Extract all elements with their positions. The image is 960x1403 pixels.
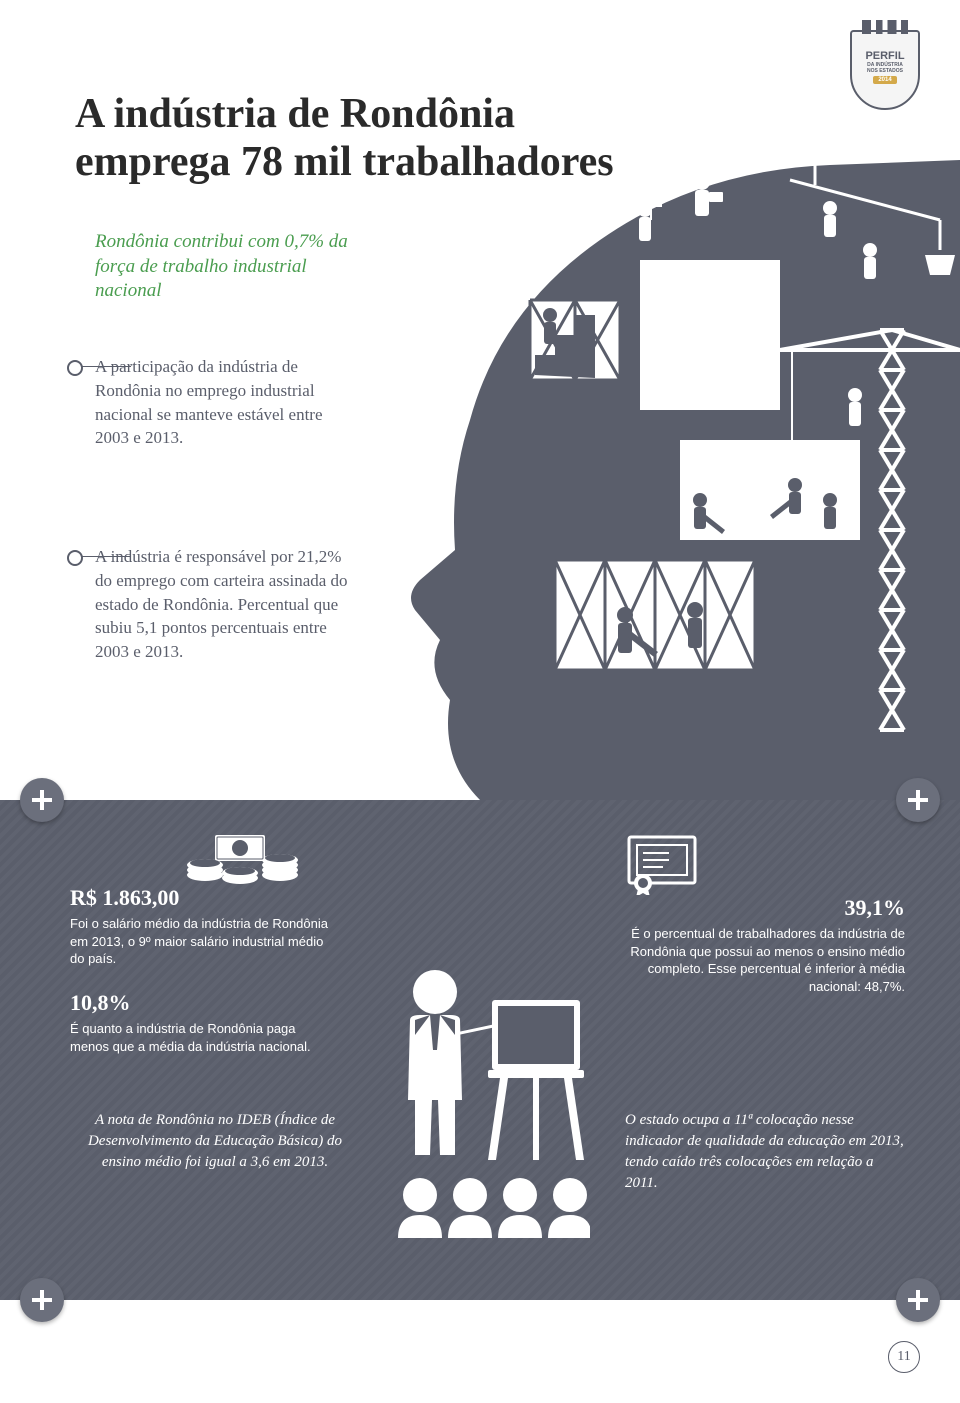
infographic-page: PERFIL DA INDÚSTRIA NOS ESTADOS 2014 A i… xyxy=(0,0,960,1403)
salary-desc: Foi o salário médio da indústria de Rond… xyxy=(70,915,330,968)
head-construction-icon xyxy=(400,160,960,800)
below-avg-stat: 10,8% É quanto a indústria de Rondônia p… xyxy=(70,990,330,1055)
ideb-note: A nota de Rondônia no IDEB (Índice de De… xyxy=(70,1110,360,1173)
subtitle: Rondônia contribui com 0,7% da força de … xyxy=(95,230,355,304)
education-stat: 39,1% É o percentual de trabalhadores da… xyxy=(625,895,905,995)
brand-badge: PERFIL DA INDÚSTRIA NOS ESTADOS 2014 xyxy=(850,30,920,110)
ranking-note: O estado ocupa a 11ª colocação nesse ind… xyxy=(625,1110,905,1194)
below-avg-desc: É quanto a indústria de Rondônia paga me… xyxy=(70,1020,330,1055)
para-participation: A participação da indústria de Rondônia … xyxy=(95,355,355,450)
skyline-icon xyxy=(862,20,908,34)
education-desc: É o percentual de trabalhadores da indús… xyxy=(625,925,905,995)
education-value: 39,1% xyxy=(625,895,905,921)
plus-icon xyxy=(896,1278,940,1322)
teacher-icon xyxy=(380,960,590,1240)
page-number: 11 xyxy=(888,1341,920,1373)
logo-year: 2014 xyxy=(873,76,896,84)
logo-line3: NOS ESTADOS xyxy=(852,68,918,74)
plus-icon xyxy=(20,1278,64,1322)
logo-line1: PERFIL xyxy=(852,50,918,62)
plus-icon xyxy=(20,778,64,822)
salary-stat: R$ 1.863,00 Foi o salário médio da indús… xyxy=(70,885,330,968)
certificate-icon xyxy=(625,835,700,895)
plus-icon xyxy=(896,778,940,822)
below-avg-value: 10,8% xyxy=(70,990,330,1016)
para-employment-share: A indústria é responsável por 21,2% do e… xyxy=(95,545,355,664)
money-icon xyxy=(185,830,305,885)
salary-value: R$ 1.863,00 xyxy=(70,885,330,911)
